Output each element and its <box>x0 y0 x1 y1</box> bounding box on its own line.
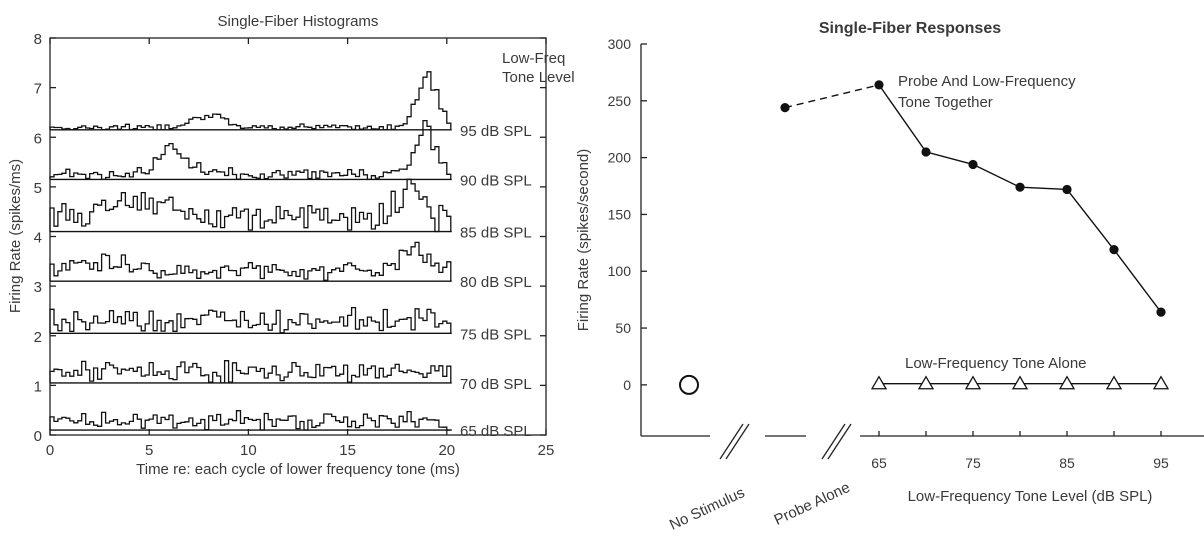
histogram-x-axis-label: Time re: each cycle of lower frequency t… <box>136 461 460 478</box>
probe-link-dashed <box>784 84 880 109</box>
histogram-panel: Single-Fiber Histograms 0 5 10 15 20 25 0 1 2 3 4 5… <box>7 13 575 478</box>
y-tick-label: 50 <box>615 320 631 336</box>
level-label: 95 dB SPL <box>460 123 532 140</box>
together-point <box>1109 245 1119 255</box>
histogram-traces <box>49 71 452 431</box>
together-point <box>921 147 931 157</box>
x-tick-label: 85 <box>1059 455 1075 471</box>
responses-data <box>679 80 1170 395</box>
together-point <box>1062 184 1072 195</box>
histogram-trace <box>49 119 452 181</box>
y-tick-label: 200 <box>608 150 632 166</box>
category-label-probe-alone: Probe Alone <box>771 479 852 529</box>
histogram-title: Single-Fiber Histograms <box>218 13 379 30</box>
tone-alone-point <box>1011 375 1029 390</box>
tone-alone-point <box>1058 375 1076 390</box>
level-label: 80 dB SPL <box>460 274 532 291</box>
y-tick-label: 1 <box>34 378 42 395</box>
tone-alone-point <box>870 375 888 390</box>
histogram-trace <box>49 360 452 384</box>
histogram-y-axis-label: Firing Rate (spikes/ms) <box>7 159 24 313</box>
axis-break-mark <box>827 423 852 460</box>
responses-x-ticks: 65 75 85 95 <box>871 431 1169 471</box>
tone-alone-point <box>964 375 982 390</box>
histogram-ticks: 0 5 10 15 20 25 0 1 2 3 4 5 6 7 8 <box>34 31 555 459</box>
x-tick-label: 0 <box>46 442 54 459</box>
y-tick-label: 0 <box>623 377 631 393</box>
together-point <box>1015 182 1025 192</box>
category-label-no-stimulus: No Stimulus <box>667 484 747 534</box>
level-label: 85 dB SPL <box>460 225 532 242</box>
x-tick-label: 20 <box>438 442 455 459</box>
responses-title: Single-Fiber Responses <box>819 20 1001 37</box>
annotation-together-line2: Tone Together <box>898 94 993 111</box>
together-point <box>1156 307 1166 317</box>
legend-header-line1: Low-Freq <box>502 50 565 67</box>
together-point <box>874 80 884 90</box>
x-tick-label: 25 <box>538 442 555 459</box>
probe-alone-point <box>780 103 790 113</box>
y-tick-label: 250 <box>608 93 632 109</box>
responses-x-axis-label: Low-Frequency Tone Level (dB SPL) <box>908 488 1153 505</box>
histogram-level-labels: 95 dB SPL 90 dB SPL 85 dB SPL 80 dB SPL 75 d… <box>460 123 532 440</box>
level-label: 65 dB SPL <box>460 423 532 440</box>
tone-alone-point <box>1105 375 1123 390</box>
histogram-trace <box>49 178 452 233</box>
annotation-together-line1: Probe And Low-Frequency <box>898 73 1076 90</box>
histogram-trace <box>49 410 451 431</box>
y-tick-label: 8 <box>34 31 42 48</box>
level-label: 75 dB SPL <box>460 326 532 343</box>
responses-y-axis-label: Firing Rate (spikes/second) <box>575 149 592 332</box>
level-label: 90 dB SPL <box>460 172 532 189</box>
together-point <box>968 159 978 170</box>
y-tick-label: 100 <box>608 263 632 279</box>
y-tick-label: 0 <box>34 428 42 445</box>
y-tick-label: 4 <box>34 230 42 247</box>
histogram-trace <box>49 241 452 282</box>
y-tick-label: 3 <box>34 279 42 296</box>
y-tick-label: 150 <box>608 206 632 222</box>
y-tick-label: 6 <box>34 130 42 147</box>
x-tick-label: 15 <box>339 442 356 459</box>
level-label: 70 dB SPL <box>460 376 532 393</box>
no-stimulus-point <box>679 374 699 395</box>
x-tick-label: 95 <box>1153 455 1169 471</box>
axis-break-mark <box>719 423 744 460</box>
tone-alone-point <box>1152 375 1170 390</box>
x-tick-label: 65 <box>871 455 887 471</box>
x-tick-label: 10 <box>240 442 257 459</box>
x-tick-label: 75 <box>965 455 981 471</box>
axis-break-mark <box>725 423 750 460</box>
y-tick-label: 7 <box>34 81 42 98</box>
tone-alone-point <box>917 375 935 390</box>
annotation-tone-alone: Low-Frequency Tone Alone <box>905 355 1087 372</box>
x-tick-label: 5 <box>145 442 153 459</box>
y-tick-label: 300 <box>608 36 632 52</box>
histogram-trace <box>49 306 452 334</box>
responses-y-ticks: 0 50 100 150 200 250 300 <box>608 36 647 393</box>
y-tick-label: 5 <box>34 180 42 197</box>
responses-panel: Single-Fiber Responses 0 50 100 150 200 250 30… <box>575 20 1204 534</box>
axis-break-mark <box>821 423 846 460</box>
responses-axes <box>640 44 1204 460</box>
together-series-line <box>878 84 1162 313</box>
y-tick-label: 2 <box>34 329 42 346</box>
histogram-trace <box>49 71 452 131</box>
legend-header-line2: Tone Level <box>502 69 575 86</box>
